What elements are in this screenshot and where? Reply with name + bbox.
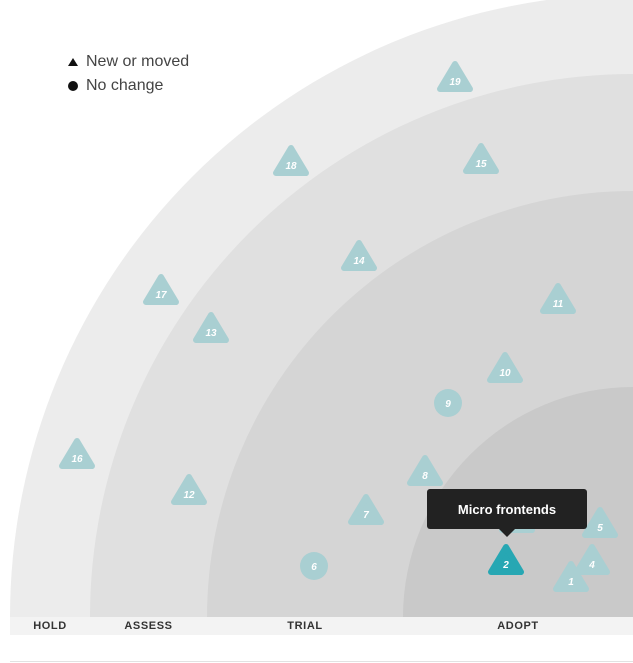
blip-number: 2 <box>502 560 509 571</box>
blip-number: 14 <box>353 256 365 267</box>
blip-number: 12 <box>183 490 195 501</box>
blip-number: 8 <box>422 471 428 482</box>
blip-number: 5 <box>597 523 603 534</box>
blip-number: 19 <box>449 77 461 88</box>
legend: New or moved No change <box>66 50 189 98</box>
blip-number: 16 <box>71 454 83 465</box>
ring-label-adopt[interactable]: ADOPT <box>403 617 633 635</box>
triangle-icon <box>66 58 80 66</box>
blip-number: 11 <box>553 299 564 310</box>
ring-label-hold[interactable]: HOLD <box>10 617 90 635</box>
blip-6[interactable]: 6 <box>300 552 328 580</box>
blip-number: 6 <box>311 562 317 573</box>
legend-new-label: New or moved <box>86 50 189 74</box>
blip-number: 13 <box>205 328 217 339</box>
blip-number: 18 <box>285 161 297 172</box>
blip-number: 7 <box>363 510 369 521</box>
blip-tooltip: Micro frontends <box>427 489 587 529</box>
blip-number: 15 <box>475 159 487 170</box>
legend-nochange-label: No change <box>86 74 163 98</box>
blip-number: 1 <box>568 577 574 588</box>
circle-icon <box>66 81 80 91</box>
ring-label-trial[interactable]: TRIAL <box>207 617 403 635</box>
ring-label-assess[interactable]: ASSESS <box>90 617 207 635</box>
legend-item-new: New or moved <box>66 50 189 74</box>
blip-number: 4 <box>588 560 595 571</box>
blip-number: 9 <box>445 399 451 410</box>
blip-number: 17 <box>155 290 167 301</box>
legend-item-nochange: No change <box>66 74 189 98</box>
divider <box>10 661 633 662</box>
blip-number: 10 <box>499 368 511 379</box>
blip-9[interactable]: 9 <box>434 389 462 417</box>
